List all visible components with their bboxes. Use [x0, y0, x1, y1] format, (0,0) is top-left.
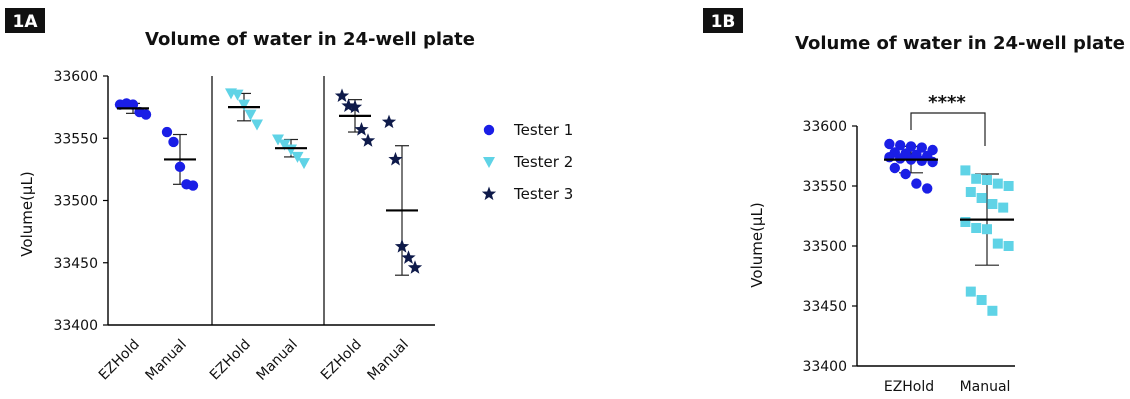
data-point-1a [407, 260, 423, 274]
data-point-1b [916, 142, 927, 153]
x-tick-label-1a: EZHold [207, 337, 254, 384]
data-point-1a [244, 109, 257, 121]
data-point-1a [161, 126, 173, 138]
y-tick-label-1b: 33550 [802, 179, 847, 195]
x-tick-label-1a: Manual [143, 337, 190, 384]
data-point-1b [982, 224, 992, 235]
data-point-1a [381, 114, 397, 129]
chart-title-1b: Volume of water in 24-well plate [795, 33, 1125, 54]
x-tick-label-1a: Manual [365, 337, 412, 384]
x-tick-label-1b: EZHold [884, 379, 934, 395]
data-point-1b [895, 153, 906, 164]
significance-bracket [910, 112, 986, 146]
data-point-1b [905, 141, 917, 152]
y-axis-label-1a: Volume(µL) [18, 171, 36, 256]
data-point-1b [965, 187, 976, 197]
panel-label-bg-1a [5, 8, 45, 33]
panel-label-1a: 1A [13, 12, 39, 32]
data-point-1b [911, 178, 922, 189]
data-point-1b [1003, 181, 1014, 191]
y-tick-label-1a: 33400 [53, 318, 98, 334]
data-point-1a [187, 180, 199, 191]
data-point-1a [394, 239, 410, 253]
data-point-1b [927, 156, 938, 168]
y-tick-label-1b: 33450 [802, 299, 847, 315]
y-axis-label-1b: Volume(µL) [748, 202, 766, 287]
y-tick-label-1b: 33600 [802, 119, 847, 135]
data-point-1b [971, 223, 982, 233]
data-point-1a [238, 99, 250, 111]
x-tick-label-1a: EZHold [318, 337, 365, 384]
data-point-1a [347, 99, 363, 114]
data-point-1b [884, 138, 895, 150]
data-point-1b [987, 305, 998, 316]
data-point-1a [140, 109, 152, 120]
y-tick-label-1a: 33500 [53, 194, 98, 210]
data-point-1b [998, 202, 1009, 213]
data-point-1a [272, 134, 284, 146]
x-tick-label-1a: EZHold [96, 337, 143, 384]
data-point-1b [987, 199, 998, 209]
data-point-1a [354, 122, 369, 136]
data-point-1a [174, 161, 186, 173]
data-point-1b [971, 173, 982, 184]
y-tick-label-1a: 33450 [53, 256, 98, 272]
legend-marker-1a [481, 186, 497, 201]
data-point-1b [884, 152, 895, 163]
y-tick-label-1a: 33600 [53, 69, 98, 85]
data-point-1b [922, 183, 933, 194]
data-point-1b [895, 140, 906, 151]
legend-label-1a: Tester 2 [513, 153, 573, 171]
data-point-1a [298, 158, 310, 170]
data-point-1a [291, 151, 304, 163]
data-point-1b [992, 178, 1003, 189]
data-point-1a [334, 88, 350, 102]
data-point-1b [982, 175, 992, 185]
panel-label-1b: 1B [711, 12, 736, 32]
legend-marker-1a [483, 124, 495, 136]
data-point-1b [965, 286, 976, 297]
panel-label-bg-1b [703, 8, 743, 33]
data-point-1a [127, 99, 139, 110]
data-point-1b [960, 217, 971, 227]
data-point-1a [278, 139, 291, 151]
data-point-1b [992, 238, 1003, 249]
data-point-1b [976, 193, 987, 203]
chart-title-1a: Volume of water in 24-well plate [145, 29, 475, 50]
data-point-1a [251, 119, 263, 131]
y-tick-label-1b: 33400 [802, 359, 847, 375]
data-point-1b [1003, 241, 1014, 251]
y-tick-label-1a: 33550 [53, 131, 98, 147]
legend-label-1a: Tester 3 [513, 185, 573, 203]
data-point-1b [960, 165, 971, 176]
data-point-1a [231, 89, 244, 101]
significance-label: **** [928, 92, 966, 113]
data-point-1b [916, 155, 927, 166]
x-tick-label-1b: Manual [960, 379, 1011, 395]
data-point-1a [360, 133, 376, 147]
data-point-1b [976, 295, 987, 305]
data-point-1b [900, 168, 911, 180]
data-point-1a [168, 136, 179, 148]
data-point-1a [401, 250, 416, 264]
y-tick-label-1b: 33500 [802, 239, 847, 255]
data-point-1b [889, 162, 900, 174]
data-point-1a [388, 151, 403, 166]
legend-label-1a: Tester 1 [513, 121, 573, 139]
legend-marker-1a [483, 157, 495, 168]
x-tick-label-1a: Manual [254, 337, 301, 384]
